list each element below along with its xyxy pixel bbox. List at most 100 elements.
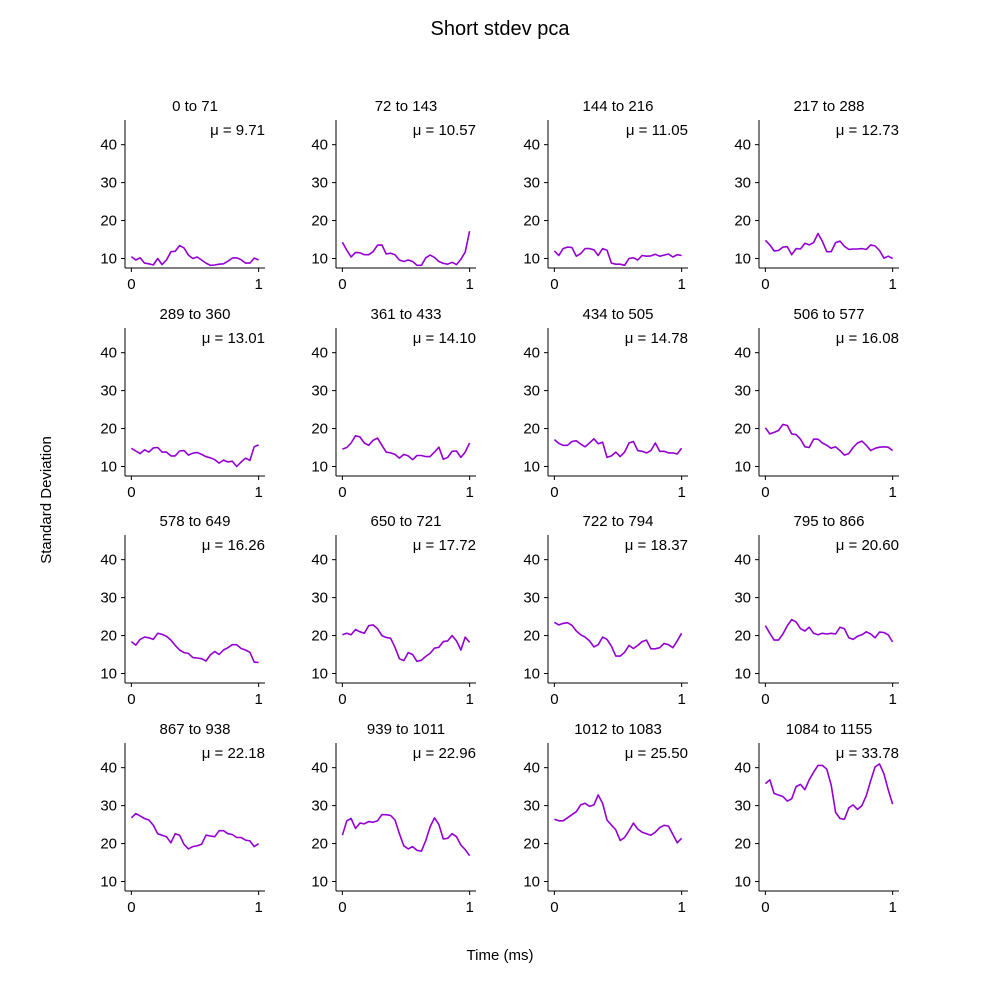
panel-title: 867 to 938 <box>160 721 231 738</box>
x-tick-label: 0 <box>550 899 558 916</box>
y-tick-label: 40 <box>100 345 117 362</box>
y-tick-label: 40 <box>100 552 117 569</box>
mean-annotation: μ = 10.57 <box>413 122 476 139</box>
series-line <box>341 231 471 267</box>
panel-title: 578 to 649 <box>160 513 231 530</box>
x-tick-label: 1 <box>888 484 896 501</box>
mean-annotation: μ = 14.10 <box>413 330 476 347</box>
y-tick-label: 40 <box>311 137 328 154</box>
series-line <box>553 246 682 267</box>
panel-title: 0 to 71 <box>172 98 218 115</box>
y-tick-label: 10 <box>100 459 117 476</box>
x-tick-label: 1 <box>677 484 685 501</box>
mean-annotation: μ = 9.71 <box>210 122 265 139</box>
y-tick-label: 20 <box>523 628 540 645</box>
y-tick-label: 40 <box>100 137 117 154</box>
y-tick-label: 10 <box>311 459 328 476</box>
x-tick-label: 1 <box>254 484 262 501</box>
panel: 10 20 30 40 0 1 0 to 71 μ = 9.71 <box>100 98 265 293</box>
x-tick-label: 0 <box>761 899 769 916</box>
y-tick-label: 10 <box>100 666 117 683</box>
x-tick-label: 0 <box>338 691 346 708</box>
y-tick-label: 20 <box>100 213 117 230</box>
y-tick-label: 10 <box>311 251 328 268</box>
y-tick-label: 20 <box>311 628 328 645</box>
mean-annotation: μ = 25.50 <box>625 745 688 762</box>
x-tick-label: 0 <box>127 484 135 501</box>
x-tick-label: 1 <box>254 691 262 708</box>
x-tick-label: 0 <box>338 484 346 501</box>
panel-title: 72 to 143 <box>375 98 438 115</box>
panel: 10 20 30 40 0 1 434 to 505 μ = 14.78 <box>523 306 688 501</box>
x-tick-label: 1 <box>888 691 896 708</box>
y-tick-label: 10 <box>523 666 540 683</box>
series-line <box>342 624 471 663</box>
x-tick-label: 1 <box>888 276 896 293</box>
panel-title: 506 to 577 <box>794 306 865 323</box>
y-tick-label: 30 <box>100 798 117 815</box>
y-tick-label: 40 <box>100 760 117 777</box>
y-tick-label: 30 <box>100 383 117 400</box>
panel: 10 20 30 40 0 1 361 to 433 μ = 14.10 <box>311 306 476 501</box>
y-tick-label: 30 <box>523 383 540 400</box>
panel-title: 434 to 505 <box>583 306 654 323</box>
mean-annotation: μ = 33.78 <box>836 745 899 762</box>
panel: 10 20 30 40 0 1 650 to 721 μ = 17.72 <box>311 513 476 708</box>
y-tick-label: 40 <box>311 345 328 362</box>
x-tick-label: 0 <box>761 276 769 293</box>
x-tick-label: 0 <box>338 899 346 916</box>
y-tick-label: 10 <box>734 874 751 891</box>
x-tick-label: 0 <box>761 691 769 708</box>
y-tick-label: 30 <box>523 175 540 192</box>
series-line <box>342 434 471 461</box>
mean-annotation: μ = 16.08 <box>836 330 899 347</box>
panel: 10 20 30 40 0 1 217 to 288 μ = 12.73 <box>734 98 899 293</box>
x-tick-label: 1 <box>677 899 685 916</box>
panel-title: 1012 to 1083 <box>574 721 662 738</box>
series-line <box>764 423 894 456</box>
y-tick-label: 40 <box>523 345 540 362</box>
x-tick-label: 0 <box>550 484 558 501</box>
series-line <box>764 232 893 260</box>
y-tick-label: 30 <box>100 590 117 607</box>
panel-title: 722 to 794 <box>583 513 654 530</box>
mean-annotation: μ = 13.01 <box>202 330 265 347</box>
y-tick-label: 40 <box>523 552 540 569</box>
y-tick-label: 10 <box>734 251 751 268</box>
x-tick-label: 0 <box>761 484 769 501</box>
y-tick-label: 40 <box>311 760 328 777</box>
x-tick-label: 0 <box>127 899 135 916</box>
panel: 10 20 30 40 0 1 867 to 938 μ = 22.18 <box>100 721 265 916</box>
x-tick-label: 0 <box>338 276 346 293</box>
y-tick-label: 10 <box>734 666 751 683</box>
series-line <box>554 794 683 844</box>
mean-annotation: μ = 11.05 <box>626 122 688 139</box>
series-line <box>341 813 471 857</box>
x-tick-label: 0 <box>550 276 558 293</box>
mean-annotation: μ = 20.60 <box>836 537 899 554</box>
y-tick-label: 30 <box>734 590 751 607</box>
y-tick-label: 30 <box>734 383 751 400</box>
y-tick-label: 10 <box>523 874 540 891</box>
x-tick-label: 0 <box>127 276 135 293</box>
x-tick-label: 1 <box>677 691 685 708</box>
mean-annotation: μ = 14.78 <box>625 330 688 347</box>
panel-title: 289 to 360 <box>160 306 231 323</box>
y-tick-label: 20 <box>100 628 117 645</box>
y-tick-label: 30 <box>100 175 117 192</box>
panel: 10 20 30 40 0 1 72 to 143 μ = 10.57 <box>311 98 476 293</box>
panel-title: 144 to 216 <box>583 98 654 115</box>
panel: 10 20 30 40 0 1 795 to 866 μ = 20.60 <box>734 513 899 708</box>
y-tick-label: 20 <box>100 836 117 853</box>
panel: 10 20 30 40 0 1 722 to 794 μ = 18.37 <box>523 513 688 708</box>
mean-annotation: μ = 17.72 <box>413 537 476 554</box>
y-tick-label: 10 <box>100 251 117 268</box>
y-tick-label: 20 <box>523 213 540 230</box>
panel-title: 795 to 866 <box>794 513 865 530</box>
panel: 10 20 30 40 0 1 578 to 649 μ = 16.26 <box>100 513 265 708</box>
panel: 10 20 30 40 0 1 506 to 577 μ = 16.08 <box>734 306 899 501</box>
y-axis-label: Standard Deviation <box>38 436 55 564</box>
x-tick-label: 1 <box>465 691 473 708</box>
